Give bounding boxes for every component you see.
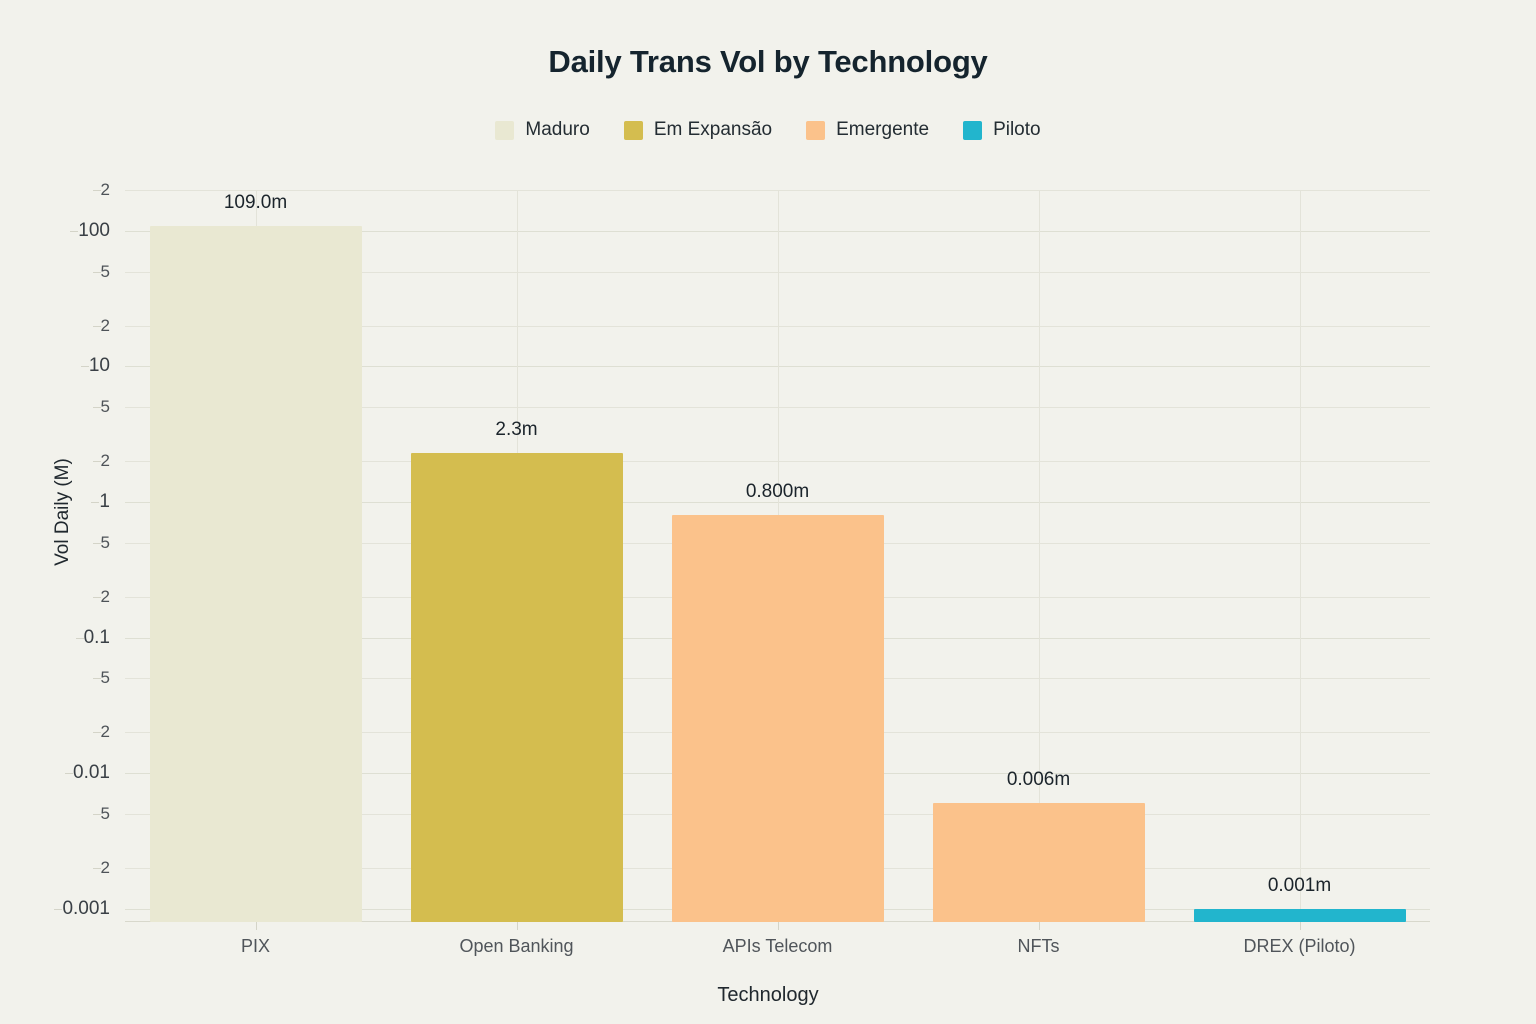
legend-item[interactable]: Em Expansão bbox=[623, 119, 773, 141]
bar[interactable] bbox=[671, 515, 884, 922]
y-axis-tick-mark bbox=[65, 773, 74, 775]
y-axis-tick-mark bbox=[91, 502, 100, 504]
y-axis-tick-mark bbox=[54, 908, 63, 910]
legend-item-label: Emergente bbox=[836, 119, 930, 140]
legend-item[interactable]: Maduro bbox=[495, 119, 590, 141]
y-axis-tick-mark bbox=[75, 637, 84, 639]
y-axis-tick-label: 2 bbox=[92, 180, 119, 200]
y-axis-tick-label: 2 bbox=[92, 451, 119, 471]
y-axis-tick-label: 5 bbox=[92, 804, 119, 824]
bar-value-label: 2.3m bbox=[495, 418, 538, 440]
y-axis-tick-mark bbox=[92, 407, 101, 409]
y-axis-tick-label: 10 bbox=[80, 355, 119, 377]
legend-item-label: Piloto bbox=[993, 119, 1041, 140]
bar-value-label: 0.800m bbox=[745, 481, 810, 503]
y-axis-tick-mark bbox=[70, 230, 79, 232]
bar[interactable] bbox=[149, 225, 362, 922]
y-axis-tick-mark bbox=[92, 678, 101, 680]
y-axis-tick-mark bbox=[92, 461, 101, 463]
legend-swatch-icon bbox=[963, 120, 983, 140]
y-axis-tick-label: 0.1 bbox=[75, 627, 119, 649]
x-axis-tick-mark bbox=[1299, 922, 1301, 930]
y-axis-tick-label: 1 bbox=[91, 491, 119, 513]
x-axis-tick-mark bbox=[777, 922, 779, 930]
bar-value-label: 109.0m bbox=[223, 191, 288, 213]
plot-area: 2 100 5 2 10 5 2 1 5 2 0.1 5 2 0.01 5 2 0.001 109.0m 2.3m 0… bbox=[54, 180, 1430, 922]
legend-swatch-icon bbox=[495, 120, 515, 140]
y-axis-tick-label: 100 bbox=[70, 220, 119, 242]
y-axis-tick-label: 5 bbox=[92, 533, 119, 553]
legend-swatch-icon bbox=[623, 120, 643, 140]
y-axis-tick-label: 5 bbox=[92, 397, 119, 417]
y-axis-tick-label: 5 bbox=[92, 668, 119, 688]
legend-item[interactable]: Piloto bbox=[963, 119, 1041, 141]
legend-item-label: Maduro bbox=[525, 119, 590, 140]
bar[interactable] bbox=[932, 803, 1145, 922]
y-axis-tick-label: 2 bbox=[92, 858, 119, 878]
y-axis-tick-label: 0.001 bbox=[54, 898, 119, 920]
y-axis-title: Vol Daily (M) bbox=[51, 458, 73, 566]
x-axis-title: Technology bbox=[717, 984, 819, 1006]
x-axis-tick-label: Open Banking bbox=[459, 936, 574, 956]
y-axis-tick-mark bbox=[92, 542, 101, 544]
x-axis-tick-mark bbox=[1038, 922, 1040, 930]
y-axis-tick-mark bbox=[80, 366, 89, 368]
x-axis-tick-labels: PIX Open Banking APIs Telecom NFTs DREX (Pil… bbox=[125, 922, 1430, 982]
x-axis-tick-label: APIs Telecom bbox=[722, 936, 833, 956]
y-axis-tick-label: 2 bbox=[92, 316, 119, 336]
x-axis-tick-label: NFTs bbox=[1017, 936, 1060, 956]
y-axis-tick-mark bbox=[92, 868, 101, 870]
y-axis-tick-label: 2 bbox=[92, 722, 119, 742]
y-axis-tick-mark bbox=[92, 271, 101, 273]
x-axis-tick-mark bbox=[255, 922, 257, 930]
y-axis-tick-mark bbox=[92, 325, 101, 327]
y-axis-tick-mark bbox=[92, 596, 101, 598]
y-axis-tick-label: 5 bbox=[92, 262, 119, 282]
x-axis-tick-label: PIX bbox=[240, 936, 271, 956]
y-axis-tick-mark bbox=[92, 190, 101, 191]
gridline-vertical bbox=[1299, 190, 1301, 922]
legend-swatch-icon bbox=[806, 120, 826, 140]
y-axis-tick-label: 0.01 bbox=[65, 762, 119, 784]
bar-value-label: 0.001m bbox=[1267, 874, 1332, 896]
x-axis-tick-mark bbox=[516, 922, 518, 930]
y-axis-tick-mark bbox=[92, 814, 101, 816]
gridline-vertical bbox=[1038, 190, 1040, 922]
x-axis-tick-label: DREX (Piloto) bbox=[1243, 936, 1356, 956]
legend-item-label: Em Expansão bbox=[653, 119, 773, 140]
bar-value-label: 0.006m bbox=[1006, 769, 1071, 791]
chart-title: Daily Trans Vol by Technology bbox=[548, 44, 988, 79]
y-axis-tick-label: 2 bbox=[92, 587, 119, 607]
bar[interactable] bbox=[1193, 908, 1406, 922]
y-axis-tick-mark bbox=[92, 732, 101, 734]
chart-legend: Maduro Em Expansão Emergente Piloto bbox=[0, 119, 1536, 141]
legend-item[interactable]: Emergente bbox=[806, 119, 929, 141]
bar[interactable] bbox=[410, 452, 623, 922]
